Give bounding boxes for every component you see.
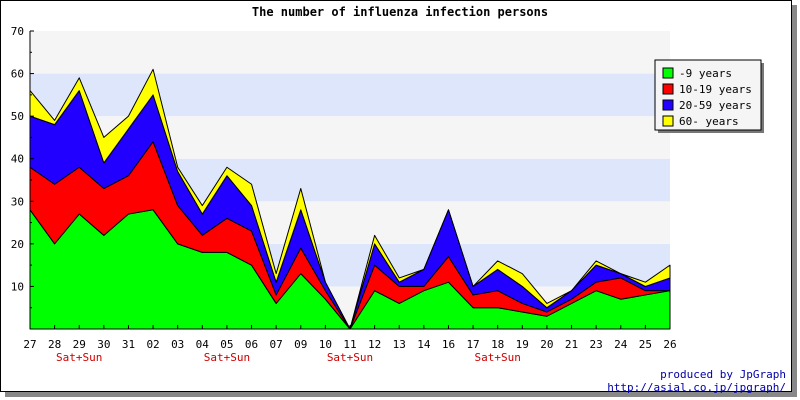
x-tick-label: 21 (565, 338, 578, 351)
credit-link[interactable]: http://asial.co.jp/jpgraph/ (607, 381, 786, 394)
x-tick-label: 23 (590, 338, 603, 351)
x-tick-label: 25 (639, 338, 652, 351)
legend-label-1: 10-19 years (679, 83, 752, 96)
legend-swatch-2 (662, 99, 674, 111)
x-tick-label: 27 (23, 338, 36, 351)
y-tick-label: 20 (11, 238, 24, 251)
x-tick-label: 16 (442, 338, 455, 351)
x-tick-label: 04 (196, 338, 210, 351)
x-tick-label: 19 (516, 338, 529, 351)
x-tick-label: 03 (171, 338, 184, 351)
y-tick-label: 70 (11, 25, 24, 38)
x-tick-label: 13 (393, 338, 406, 351)
legend-label-3: 60- years (679, 115, 739, 128)
x-tick-label: 24 (614, 338, 628, 351)
y-tick-label: 10 (11, 280, 24, 293)
x-tick-label: 17 (466, 338, 479, 351)
x-tick-label: 12 (368, 338, 381, 351)
x-tick-label: 05 (220, 338, 233, 351)
x-tick-label: 11 (343, 338, 356, 351)
legend-swatch-1 (662, 83, 674, 95)
weekend-label: Sat+Sun (327, 351, 373, 364)
weekend-label: Sat+Sun (204, 351, 250, 364)
y-tick-label: 50 (11, 110, 24, 123)
area-series-3 (29, 68, 671, 330)
x-tick-label: 14 (417, 338, 431, 351)
legend: -9 years 10-19 years 20-59 years 60- years (654, 59, 764, 133)
x-tick-label: 18 (491, 338, 504, 351)
x-tick-label: 29 (73, 338, 86, 351)
x-tick-label: 28 (48, 338, 61, 351)
x-tick-label: 02 (146, 338, 159, 351)
x-tick-label: 30 (97, 338, 110, 351)
x-tick-label: 09 (294, 338, 307, 351)
x-tick-label: 10 (319, 338, 332, 351)
x-tick-label: 26 (663, 338, 676, 351)
band-6 (30, 31, 670, 74)
x-tick-label: 07 (270, 338, 283, 351)
y-tick-label: 40 (11, 153, 24, 166)
chart-title: The number of influenza infection person… (252, 5, 548, 19)
legend-swatch-3 (662, 115, 674, 127)
x-tick-label: 31 (122, 338, 135, 351)
y-tick-label: 30 (11, 195, 24, 208)
legend-swatch-0 (662, 67, 674, 79)
y-tick-label: 60 (11, 68, 24, 81)
band-5 (30, 73, 670, 117)
weekend-label: Sat+Sun (475, 351, 521, 364)
legend-label-0: -9 years (679, 67, 732, 80)
legend-label-2: 20-59 years (679, 99, 752, 112)
x-tick-label: 20 (540, 338, 553, 351)
credit-line-1: produced by JpGraph (660, 368, 786, 381)
weekend-label: Sat+Sun (56, 351, 102, 364)
x-tick-label: 06 (245, 338, 258, 351)
